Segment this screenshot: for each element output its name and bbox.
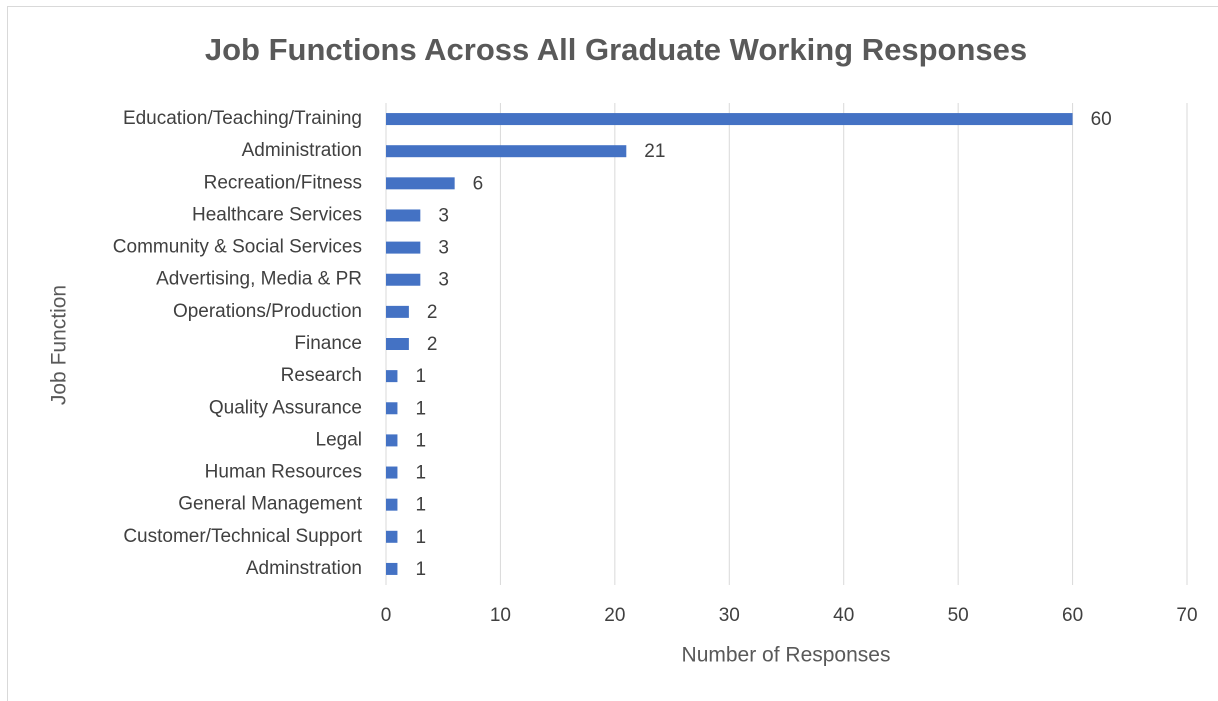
bar [386, 305, 409, 318]
x-tick-label: 20 [604, 605, 625, 626]
bar [386, 338, 409, 350]
chart-title: Job Functions Across All Graduate Workin… [205, 32, 1027, 67]
bar [386, 498, 398, 511]
x-axis-title: Number of Responses [682, 644, 891, 667]
bar [386, 241, 421, 254]
data-label: 1 [415, 495, 426, 516]
y-tick-label: General Management [178, 494, 362, 515]
x-tick-label: 0 [381, 605, 392, 626]
data-label: 1 [415, 463, 426, 484]
bar [386, 466, 398, 479]
y-tick-label: Customer/Technical Support [123, 526, 362, 547]
y-tick-label: Research [281, 365, 362, 386]
y-tick-label: Recreation/Fitness [204, 172, 362, 193]
y-tick-label: Advertising, Media & PR [156, 269, 362, 290]
y-tick-label: Education/Teaching/Training [123, 108, 362, 129]
data-label: 1 [415, 430, 426, 451]
bar [386, 113, 1073, 126]
x-tick-label: 10 [490, 605, 511, 626]
x-tick-label: 50 [948, 605, 969, 626]
x-tick-label: 30 [719, 605, 740, 626]
bar [386, 209, 421, 222]
bar [386, 145, 627, 158]
bar [386, 177, 455, 190]
data-label: 60 [1091, 109, 1112, 130]
y-tick-label: Operations/Production [173, 301, 362, 322]
y-tick-label: Administration [242, 140, 362, 161]
bar [386, 370, 398, 383]
data-label: 1 [415, 559, 426, 580]
data-label: 3 [438, 270, 449, 291]
data-label: 2 [427, 302, 438, 323]
y-axis-title: Job Function [48, 285, 71, 405]
y-tick-label: Quality Assurance [209, 397, 362, 418]
bar [386, 434, 398, 447]
x-tick-label: 70 [1176, 605, 1197, 626]
y-tick-label: Community & Social Services [113, 237, 362, 258]
x-tick-label: 40 [833, 605, 854, 626]
data-label: 1 [415, 398, 426, 419]
x-tick-label: 60 [1062, 605, 1083, 626]
y-tick-label: Legal [316, 429, 363, 450]
data-label: 3 [438, 238, 449, 259]
data-label: 6 [473, 173, 484, 194]
data-label: 1 [415, 366, 426, 387]
data-label: 1 [415, 527, 426, 548]
y-tick-label: Human Resources [205, 462, 362, 483]
bar [386, 402, 398, 415]
y-tick-label: Healthcare Services [192, 204, 362, 225]
data-label: 21 [644, 141, 665, 162]
data-label: 2 [427, 334, 438, 355]
y-tick-label: Adminstration [246, 558, 362, 579]
bar [386, 530, 398, 543]
bar [386, 562, 398, 575]
bar [386, 273, 421, 286]
chart-border [7, 6, 1218, 701]
data-label: 3 [438, 205, 449, 226]
y-tick-label: Finance [294, 333, 362, 354]
